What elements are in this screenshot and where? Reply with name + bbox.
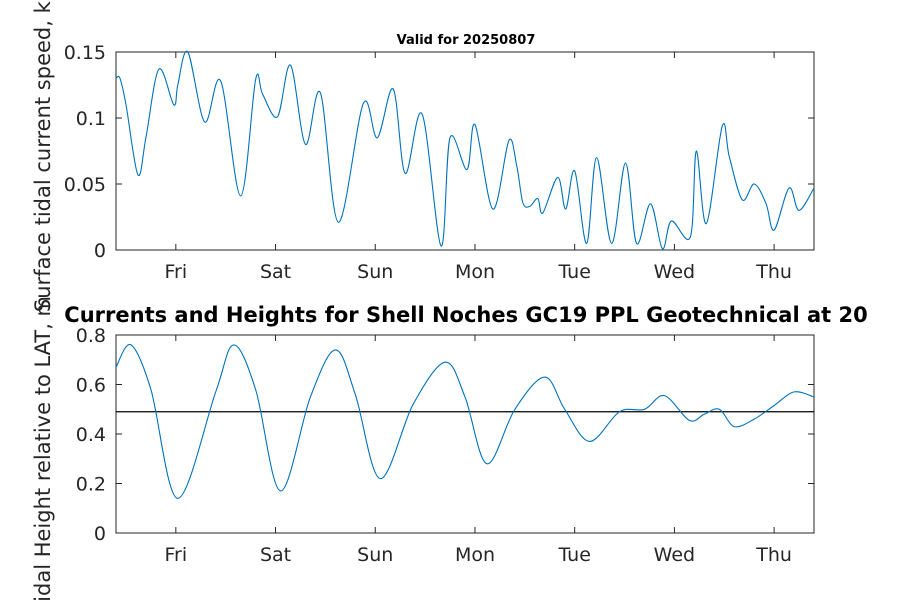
bottom-chart-title: Currents and Heights for Shell Noches GC… [64,303,867,327]
bottom-ytick-label: 0.2 [76,474,106,496]
top-chart-axes [115,51,815,251]
bottom-ytick-label: 0 [94,523,106,545]
top-xtick-label: Fri [165,261,188,283]
top-ytick-label: 0 [94,240,106,262]
bottom-ytick-label: 0.4 [76,424,106,446]
bottom-chart-tidal-height-line [115,344,815,499]
top-ytick-label: 0.1 [76,108,106,130]
top-chart-title: Valid for 20250807 [397,33,536,48]
top-xtick-label: Wed [654,261,695,283]
top-xtick-label: Tue [557,261,590,283]
top-xtick-label: Thu [755,261,792,283]
top-ytick-label: 0.15 [64,42,106,64]
bottom-xtick-label: Wed [654,544,695,566]
top-xtick-label: Mon [455,261,495,283]
top-chart-ylabel: Surface tidal current speed, kn [31,0,55,312]
bottom-xtick-label: Sun [357,544,393,566]
bottom-xtick-label: Thu [755,544,792,566]
top-ytick-label: 0.05 [64,174,106,196]
bottom-xtick-label: Fri [165,544,188,566]
top-chart-current-speed-line [115,50,815,250]
bottom-chart-axes [115,334,815,534]
bottom-ytick-label: 0.6 [76,375,106,397]
bottom-xtick-label: Sat [260,544,291,566]
bottom-ytick-label: 0.8 [76,325,106,347]
top-xtick-label: Sun [357,261,393,283]
bottom-chart-ylabel: Tidal Height relative to LAT, m [31,296,55,600]
bottom-xtick-label: Tue [557,544,590,566]
bottom-xtick-label: Mon [455,544,495,566]
top-xtick-label: Sat [260,261,291,283]
